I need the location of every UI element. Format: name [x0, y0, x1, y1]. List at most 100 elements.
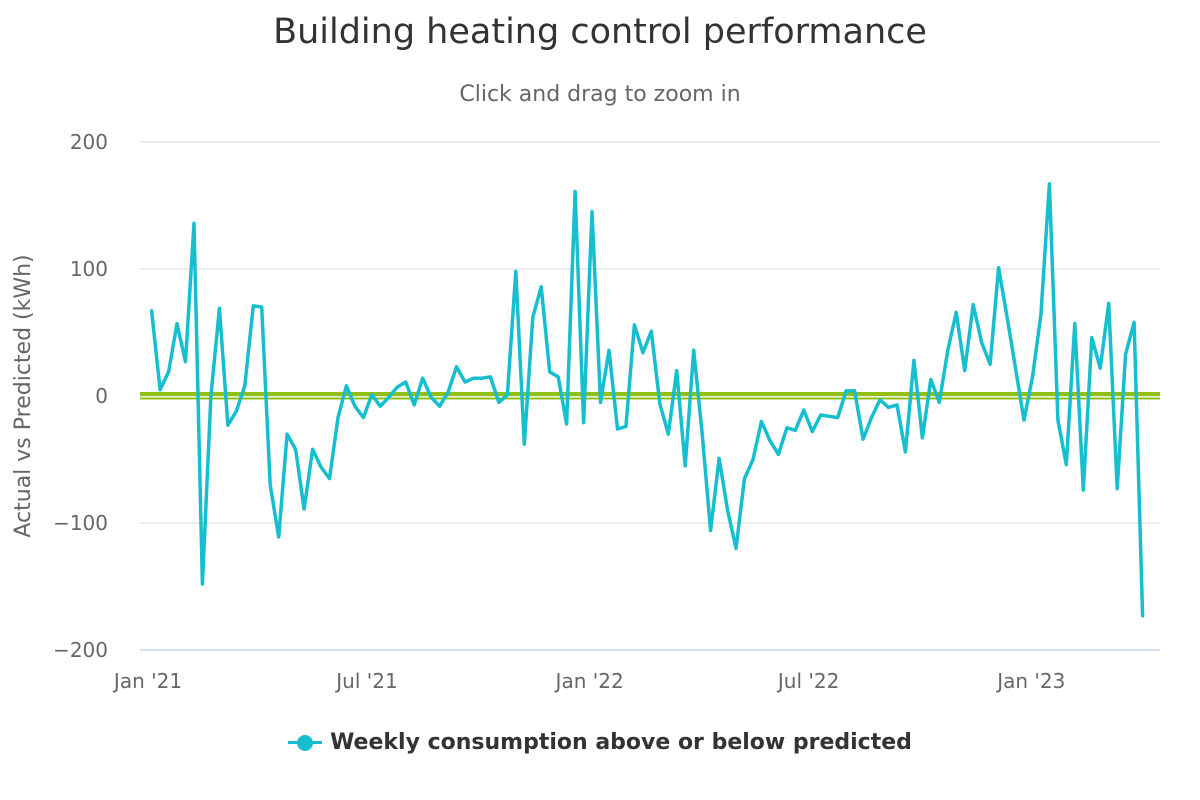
data-point[interactable]	[876, 396, 884, 404]
data-point[interactable]	[173, 320, 181, 328]
data-point[interactable]	[1020, 416, 1028, 424]
data-point[interactable]	[901, 448, 909, 456]
data-point[interactable]	[597, 398, 605, 406]
data-point[interactable]	[952, 308, 960, 316]
data-point[interactable]	[817, 411, 825, 419]
legend[interactable]: Weekly consumption above or below predic…	[0, 730, 1200, 755]
data-point[interactable]	[232, 407, 240, 415]
data-point[interactable]	[580, 419, 588, 427]
data-point[interactable]	[1003, 313, 1011, 321]
data-point[interactable]	[724, 506, 732, 514]
data-point[interactable]	[927, 375, 935, 383]
data-point[interactable]	[258, 303, 266, 311]
data-point[interactable]	[1088, 334, 1096, 342]
data-point[interactable]	[453, 363, 461, 371]
data-point[interactable]	[334, 414, 342, 422]
data-point[interactable]	[647, 327, 655, 335]
data-point[interactable]	[715, 454, 723, 462]
data-point[interactable]	[419, 374, 427, 382]
data-point[interactable]	[673, 367, 681, 375]
data-point[interactable]	[351, 402, 359, 410]
data-point[interactable]	[842, 387, 850, 395]
data-point[interactable]	[469, 374, 477, 382]
data-point[interactable]	[1071, 320, 1079, 328]
data-point[interactable]	[749, 456, 757, 464]
data-point[interactable]	[436, 402, 444, 410]
data-point[interactable]	[1079, 486, 1087, 494]
data-point[interactable]	[537, 283, 545, 291]
data-point[interactable]	[1105, 299, 1113, 307]
data-point[interactable]	[410, 401, 418, 409]
data-point[interactable]	[1045, 180, 1053, 188]
data-point[interactable]	[520, 440, 528, 448]
data-point[interactable]	[825, 412, 833, 420]
data-point[interactable]	[207, 392, 215, 400]
data-point[interactable]	[995, 264, 1003, 272]
data-point[interactable]	[546, 368, 554, 376]
data-point[interactable]	[808, 428, 816, 436]
data-point[interactable]	[309, 445, 317, 453]
data-point[interactable]	[495, 398, 503, 406]
data-point[interactable]	[1113, 485, 1121, 493]
data-point[interactable]	[622, 422, 630, 430]
data-point[interactable]	[664, 430, 672, 438]
data-point[interactable]	[639, 349, 647, 357]
data-point[interactable]	[249, 302, 257, 310]
data-point[interactable]	[190, 219, 198, 227]
data-point[interactable]	[224, 421, 232, 429]
data-point[interactable]	[783, 424, 791, 432]
data-point[interactable]	[486, 373, 494, 381]
data-point[interactable]	[368, 391, 376, 399]
series-line[interactable]	[149, 182, 1145, 618]
data-point[interactable]	[935, 398, 943, 406]
data-point[interactable]	[1139, 612, 1147, 620]
data-point[interactable]	[910, 356, 918, 364]
data-point[interactable]	[198, 580, 206, 588]
data-point[interactable]	[165, 368, 173, 376]
data-point[interactable]	[918, 434, 926, 442]
data-point[interactable]	[707, 527, 715, 535]
data-point[interactable]	[563, 420, 571, 428]
data-point[interactable]	[292, 445, 300, 453]
data-point[interactable]	[986, 360, 994, 368]
data-point[interactable]	[690, 346, 698, 354]
data-point[interactable]	[800, 406, 808, 414]
data-point[interactable]	[266, 481, 274, 489]
data-point[interactable]	[342, 382, 350, 390]
data-point[interactable]	[554, 373, 562, 381]
data-point[interactable]	[444, 388, 452, 396]
data-point[interactable]	[393, 383, 401, 391]
data-point[interactable]	[944, 346, 952, 354]
data-point[interactable]	[512, 268, 520, 276]
data-point[interactable]	[588, 208, 596, 216]
data-point[interactable]	[1130, 318, 1138, 326]
data-point[interactable]	[859, 435, 867, 443]
data-point[interactable]	[893, 401, 901, 409]
data-point[interactable]	[1062, 461, 1070, 469]
data-point[interactable]	[656, 400, 664, 408]
data-point[interactable]	[503, 391, 511, 399]
data-point[interactable]	[757, 417, 765, 425]
data-point[interactable]	[359, 414, 367, 422]
data-point[interactable]	[402, 378, 410, 386]
data-point[interactable]	[605, 346, 613, 354]
data-point[interactable]	[478, 374, 486, 382]
data-point[interactable]	[283, 430, 291, 438]
data-point[interactable]	[241, 382, 249, 390]
data-point[interactable]	[884, 403, 892, 411]
data-point[interactable]	[851, 387, 859, 395]
data-point[interactable]	[376, 402, 384, 410]
data-point[interactable]	[732, 544, 740, 552]
data-point[interactable]	[1096, 364, 1104, 372]
data-point[interactable]	[698, 430, 706, 438]
data-point[interactable]	[275, 533, 283, 541]
data-point[interactable]	[461, 378, 469, 386]
data-point[interactable]	[215, 304, 223, 312]
data-point[interactable]	[774, 450, 782, 458]
data-point[interactable]	[317, 463, 325, 471]
legend-item-label[interactable]: Weekly consumption above or below predic…	[330, 730, 912, 755]
data-point[interactable]	[156, 386, 164, 394]
data-point[interactable]	[741, 475, 749, 483]
data-point[interactable]	[571, 188, 579, 196]
